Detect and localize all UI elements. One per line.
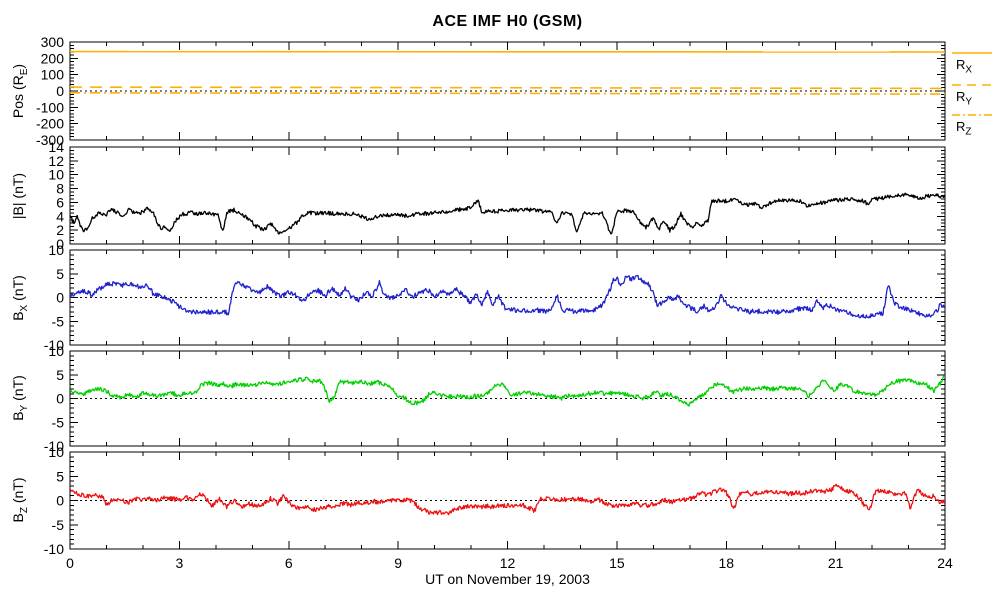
legend-label-ry: RY [956,89,973,108]
series-BX [70,274,945,319]
y-tick-label: 8 [56,181,64,197]
y-tick-label: 5 [56,266,64,282]
y-tick-label: 12 [48,153,64,169]
legend-item-ry: RY [952,82,992,108]
y-tick-label: -10 [44,541,64,557]
legend-item-rx: RX [952,50,992,76]
y-tick-label: -5 [52,414,65,430]
ylabel-bmag: |B| (nT) [10,172,27,220]
x-tick-label: 15 [609,555,625,571]
ylabel-bx: BX (nT) [10,275,30,321]
y-tick-label: -5 [52,517,65,533]
series-Bmag [70,192,945,235]
x-tick-label: 0 [66,555,74,571]
ylabel-by: BY (nT) [10,375,30,421]
x-tick-label: 3 [175,555,183,571]
frame [69,146,946,245]
legend-item-rz: RZ [952,112,992,138]
panel-bx: 10 5 0 -5 -10 [44,242,946,353]
x-tick-label: 18 [718,555,734,571]
y-tick-label: -100 [36,99,64,115]
x-tick-label: 6 [285,555,293,571]
y-tick-label: 0 [56,391,64,407]
ylabel-pos: Pos (RE) [10,63,30,119]
y-tick-label: 10 [48,343,64,359]
y-tick-label: 2 [56,222,64,238]
legend-line-solid-icon [952,52,992,54]
series-BZ [70,483,945,516]
y-tick-label: 4 [56,208,64,224]
legend-label-rz: RZ [956,119,972,138]
x-tick-label: 9 [394,555,402,571]
y-tick-label: -10 [44,438,64,454]
y-tick-label: 5 [56,468,64,484]
y-tick-label: 300 [41,34,65,50]
y-tick-label: 200 [41,50,65,66]
y-tick-label: -10 [44,337,64,353]
series-BY [70,375,945,407]
y-tick-label: 10 [48,444,64,460]
legend-label-rx: RX [956,57,973,76]
series-RZ [70,92,945,95]
y-tick-label: 0 [56,236,64,252]
chart-title: ACE IMF H0 (GSM) [432,13,583,30]
y-tick-label: 14 [48,139,64,155]
legend-line-dashed-icon [952,84,992,86]
y-tick-label: 0 [56,493,64,509]
y-tick-label: 5 [56,367,64,383]
ylabel-bz: BZ (nT) [10,477,30,523]
y-tick-label: -5 [52,313,65,329]
y-tick-label: -200 [36,116,64,132]
y-tick-label: 10 [48,167,64,183]
y-tick-label: -300 [36,132,64,148]
legend-line-dashdot-icon [952,114,992,116]
panel-by: 10 5 0 -5 -10 [44,343,946,454]
y-tick-label: 10 [48,242,64,258]
series-RY [70,86,945,90]
x-axis-label: UT on November 19, 2003 [425,571,590,587]
y-tick-label: 0 [56,290,64,306]
x-tick-label: 12 [500,555,516,571]
y-tick-label: 6 [56,194,64,210]
x-tick-label: 24 [937,555,953,571]
x-tick-label: 21 [828,555,844,571]
y-tick-label: 0 [56,83,64,99]
y-tick-label: 100 [41,67,65,83]
